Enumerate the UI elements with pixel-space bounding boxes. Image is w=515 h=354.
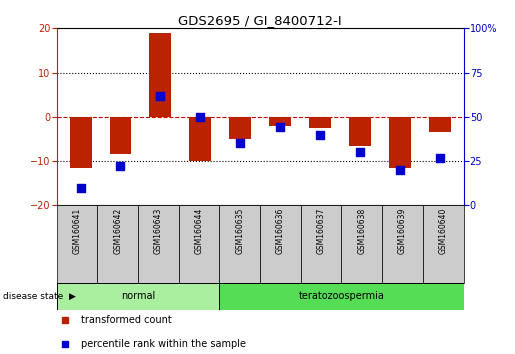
Text: disease state  ▶: disease state ▶ xyxy=(3,292,76,301)
Text: GSM160636: GSM160636 xyxy=(276,208,285,254)
Point xyxy=(156,93,164,98)
Point xyxy=(316,132,324,137)
Text: GSM160643: GSM160643 xyxy=(154,208,163,254)
Bar xyxy=(190,117,211,161)
Point xyxy=(236,141,244,146)
Text: percentile rank within the sample: percentile rank within the sample xyxy=(81,339,246,349)
Point xyxy=(196,114,204,120)
Point xyxy=(76,185,84,190)
Title: GDS2695 / GI_8400712-I: GDS2695 / GI_8400712-I xyxy=(178,14,342,27)
Bar xyxy=(110,117,131,154)
Text: GSM160638: GSM160638 xyxy=(357,208,366,254)
Bar xyxy=(423,205,464,283)
Bar xyxy=(219,205,260,283)
Bar xyxy=(341,205,382,283)
Bar xyxy=(219,283,464,310)
Bar xyxy=(70,117,92,168)
Point xyxy=(396,167,404,173)
Text: normal: normal xyxy=(121,291,155,302)
Text: GSM160644: GSM160644 xyxy=(195,208,203,254)
Bar xyxy=(57,205,97,283)
Bar xyxy=(97,205,138,283)
Text: GSM160635: GSM160635 xyxy=(235,208,244,254)
Bar xyxy=(301,205,341,283)
Point xyxy=(116,164,125,169)
Text: teratozoospermia: teratozoospermia xyxy=(299,291,384,302)
Text: GSM160641: GSM160641 xyxy=(73,208,81,254)
Bar xyxy=(309,117,331,128)
Bar xyxy=(138,205,179,283)
Bar xyxy=(260,205,301,283)
Text: GSM160640: GSM160640 xyxy=(439,208,448,254)
Bar xyxy=(382,205,423,283)
Bar xyxy=(149,33,171,117)
Bar xyxy=(179,205,219,283)
Bar xyxy=(428,117,451,132)
Bar xyxy=(229,117,251,139)
Point xyxy=(276,125,284,130)
Bar xyxy=(389,117,410,168)
Bar xyxy=(349,117,371,145)
Text: GSM160642: GSM160642 xyxy=(113,208,122,254)
Text: GSM160637: GSM160637 xyxy=(317,208,325,254)
Bar xyxy=(57,283,219,310)
Text: GSM160639: GSM160639 xyxy=(398,208,407,254)
Bar xyxy=(269,117,291,126)
Point xyxy=(436,155,444,160)
Point xyxy=(356,149,364,155)
Text: transformed count: transformed count xyxy=(81,315,172,325)
